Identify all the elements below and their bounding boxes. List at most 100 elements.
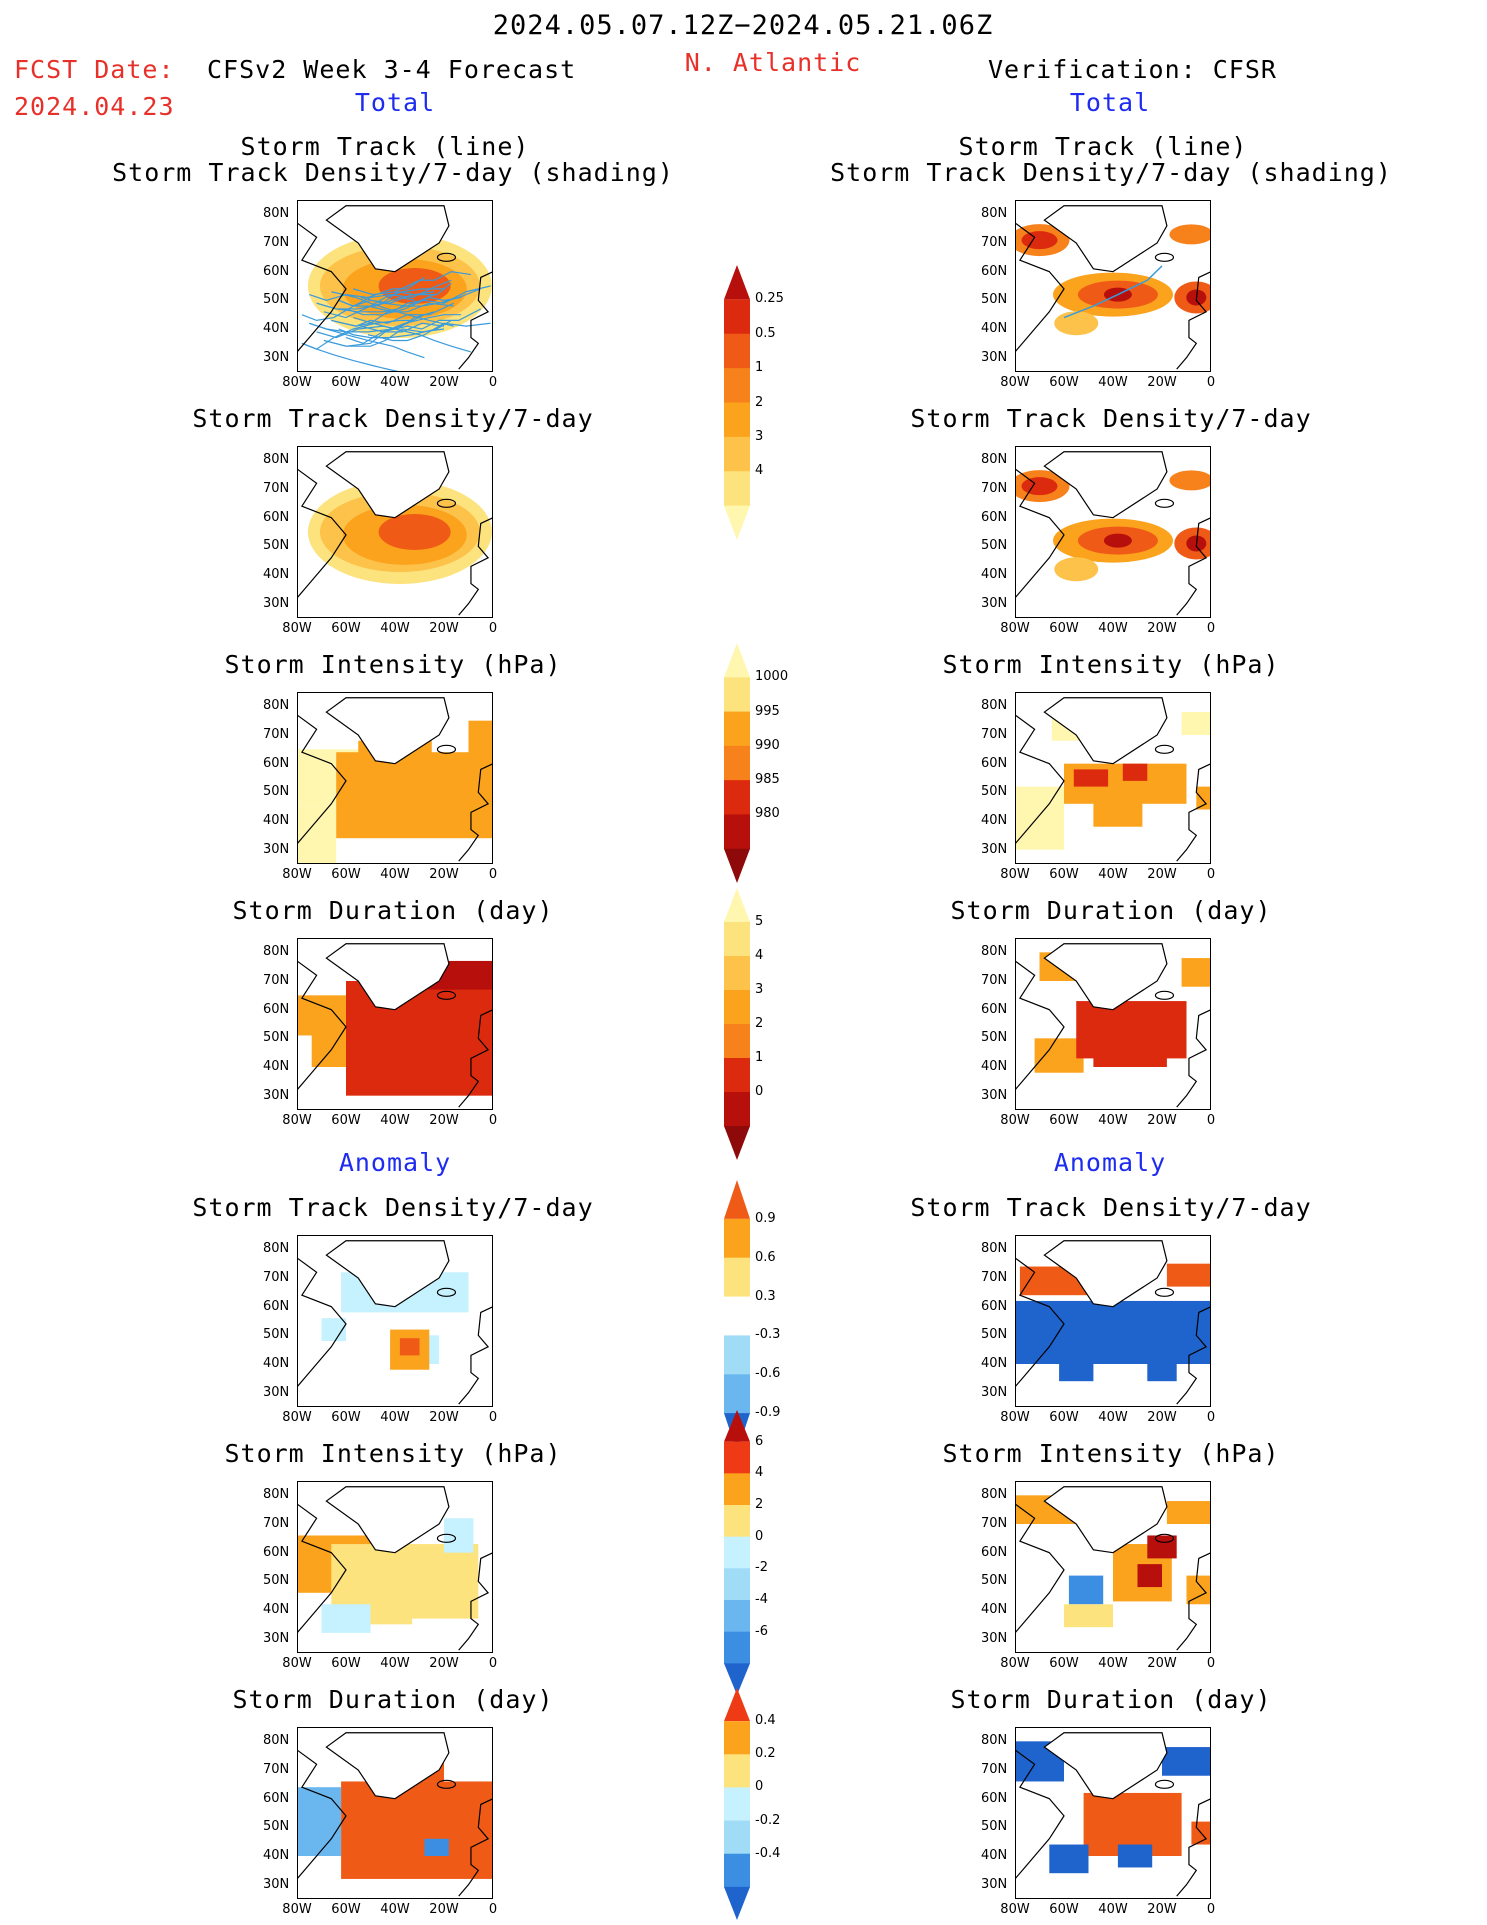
lat-tick-label: 80N <box>981 698 1008 714</box>
colorbar-segment <box>724 505 750 540</box>
colorbar-segment <box>724 1024 750 1059</box>
lon-tick-label: 60W <box>1049 375 1079 390</box>
map-plot-anom_density-left <box>297 1235 493 1407</box>
grid-cell <box>1015 786 1064 850</box>
colorbar-segment <box>724 1092 750 1127</box>
map-frame <box>1015 1727 1211 1899</box>
grid-cell <box>297 1787 342 1856</box>
lon-tick-label: 60W <box>1049 1656 1079 1671</box>
lat-tick-label: 30N <box>263 841 290 857</box>
map-frame <box>1015 1235 1211 1407</box>
lon-tick-label: 60W <box>331 1113 361 1128</box>
lat-tick-label: 40N <box>981 1356 1008 1371</box>
map-anom_density-left <box>297 1235 493 1407</box>
shading-blob <box>1169 470 1211 491</box>
lat-tick-label: 60N <box>263 509 290 525</box>
lon-tick-label: 20W <box>429 375 459 390</box>
lat-tick-label: 50N <box>263 784 290 800</box>
lon-tick-label: 80W <box>1000 1656 1030 1671</box>
grid-cell <box>1059 1358 1094 1382</box>
map-frame <box>297 446 493 618</box>
map-plot-anom_duration-left <box>297 1727 493 1899</box>
lat-tick-label: 30N <box>263 1384 290 1400</box>
grid-cell <box>1064 1604 1113 1628</box>
lat-tick-label: 70N <box>263 1270 290 1285</box>
colorbar-segment <box>724 1568 750 1601</box>
storm-track-line <box>367 322 491 342</box>
lon-tick-label: 40W <box>380 1902 410 1917</box>
lat-tick-label: 80N <box>263 1487 290 1503</box>
lon-tick-label: 20W <box>429 1113 459 1128</box>
colorbar-segment <box>724 922 750 957</box>
lon-tick-label: 40W <box>1098 1410 1128 1425</box>
lat-tick-label: 70N <box>981 1762 1008 1777</box>
shading-blob <box>378 514 451 550</box>
grid-cell <box>1162 1747 1211 1776</box>
grid-cell <box>1068 1575 1104 1605</box>
colorbar-segment <box>724 780 750 815</box>
lon-tick-label: 20W <box>429 867 459 882</box>
europe-africa-coastline <box>458 1798 493 1897</box>
lon-tick-label: 40W <box>380 375 410 390</box>
colorbar-level-label: 2 <box>755 1016 764 1031</box>
grid-cell <box>444 1518 474 1553</box>
lat-tick-label: 80N <box>981 1241 1008 1257</box>
north-america-coastline <box>297 714 347 845</box>
colorbar-level-label: 2 <box>755 394 764 410</box>
lat-tick-label: 50N <box>981 1819 1008 1835</box>
map-plot-intensity-right <box>1015 692 1211 864</box>
shading-blob <box>1054 557 1099 582</box>
colorbar-level-label: -6 <box>755 1623 768 1639</box>
colorbar-level-label: -2 <box>755 1560 768 1576</box>
lat-tick-label: 70N <box>263 727 290 742</box>
storm-track-line <box>345 314 462 344</box>
lat-tick-label: 80N <box>981 452 1008 468</box>
lon-tick-label: 80W <box>282 1410 312 1425</box>
colorbar-level-label: -0.3 <box>755 1327 781 1343</box>
title-anom-duration-left: Storm Duration (day) <box>232 1685 554 1714</box>
lon-tick-label: 60W <box>1049 1410 1079 1425</box>
map-frame <box>297 1727 493 1899</box>
storm-track-line <box>331 302 454 327</box>
north-america-coastline <box>1015 222 1065 353</box>
lat-tick-label: 70N <box>981 481 1008 496</box>
map-anom_intensity-right <box>1015 1481 1211 1653</box>
colorbar-segment <box>724 1180 750 1219</box>
lon-tick-label: 40W <box>380 621 410 636</box>
lat-tick-label: 50N <box>981 1573 1008 1589</box>
title-anom-intensity-right: Storm Intensity (hPa) <box>942 1439 1280 1468</box>
colorbar-anom_duration_colorbar <box>724 1688 750 1920</box>
colorbar-level-label: 0.4 <box>755 1713 776 1729</box>
grid-cell <box>1049 1844 1089 1874</box>
lat-tick-label: 70N <box>981 727 1008 742</box>
europe-africa-coastline <box>458 517 493 616</box>
map-duration-right <box>1015 938 1211 1110</box>
model-title: CFSv2 Week 3-4 Forecast <box>207 55 577 84</box>
lon-tick-label: 0 <box>1206 375 1216 390</box>
lon-tick-label: 20W <box>1147 621 1177 636</box>
map-anom_intensity-left <box>297 1481 493 1653</box>
colorbar-level-label: 1000 <box>755 669 789 685</box>
grid-cell <box>370 1032 444 1073</box>
colorbar-segment <box>724 1787 750 1822</box>
period-title: 2024.05.07.12Z−2024.05.21.06Z <box>492 10 994 41</box>
storm-track-line <box>353 316 472 353</box>
colorbar-level-label: 0.5 <box>755 325 776 341</box>
grid-cell <box>321 1318 346 1342</box>
lat-tick-label: 70N <box>981 1516 1008 1531</box>
lat-tick-label: 40N <box>981 1848 1008 1863</box>
colorbar-level-label: 1 <box>755 1050 764 1065</box>
lat-tick-label: 30N <box>263 1876 290 1892</box>
lat-tick-label: 30N <box>981 1630 1008 1646</box>
lon-tick-label: 80W <box>1000 375 1030 390</box>
colorbar-segment <box>724 1631 750 1664</box>
title-track-line-right: Storm Track (line) <box>958 132 1248 161</box>
grid-cell <box>336 752 493 839</box>
lat-tick-label: 60N <box>263 1544 290 1560</box>
shading-blob <box>1169 224 1211 245</box>
map-plot-duration-left <box>297 938 493 1110</box>
colorbar-segment <box>724 436 750 472</box>
lon-tick-label: 80W <box>282 375 312 390</box>
colorbar-segment <box>724 1600 750 1633</box>
title-density-right: Storm Track Density/7-day <box>910 404 1312 433</box>
